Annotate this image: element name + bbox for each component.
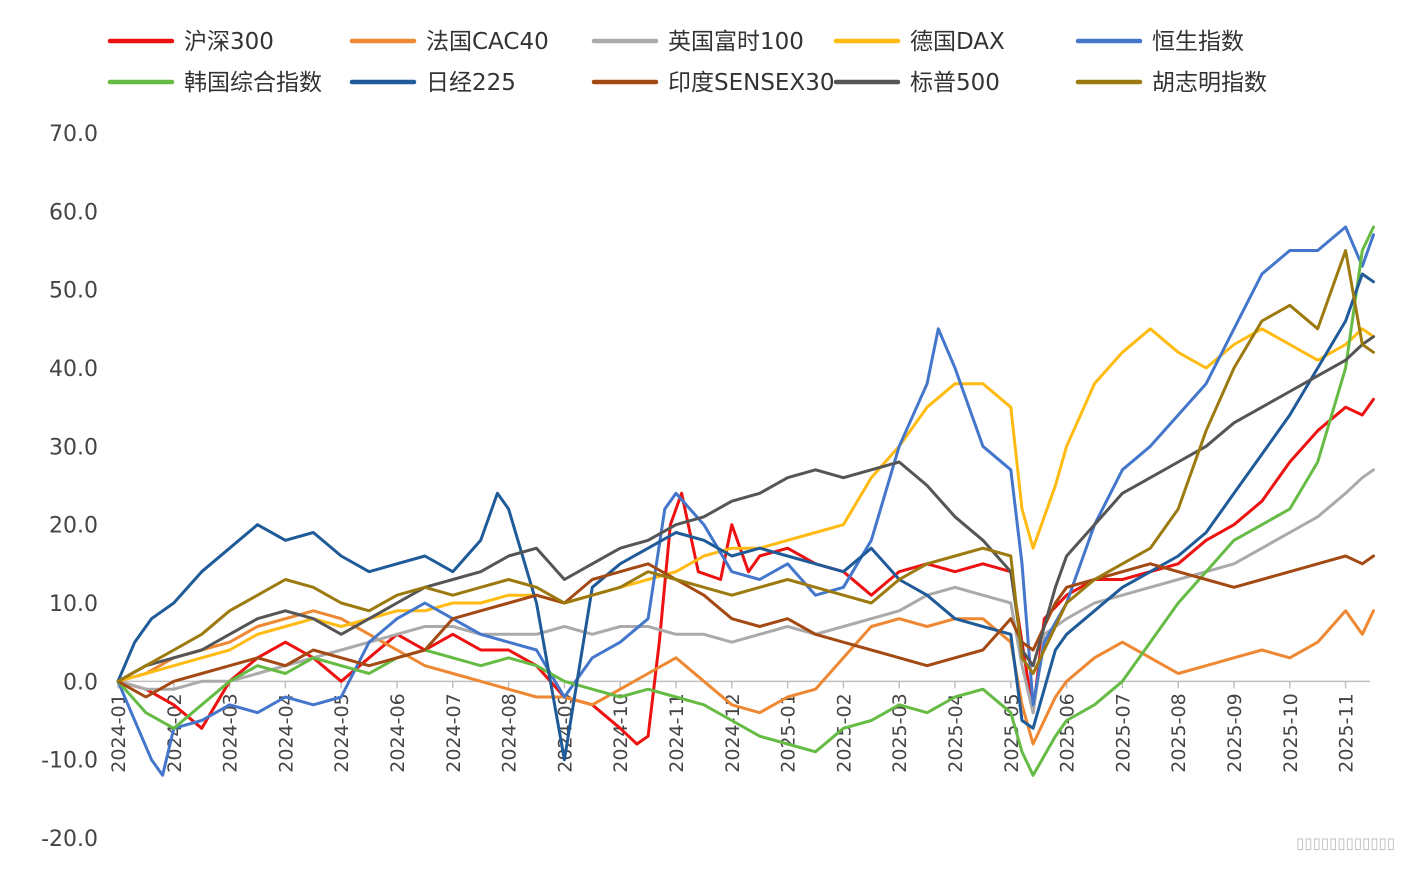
x-tick-label: 2024-12: [722, 693, 744, 772]
x-tick-label: 2025-10: [1280, 693, 1302, 772]
x-tick-label: 2025-01: [778, 693, 800, 772]
legend-item: 日经225: [349, 70, 516, 96]
legend-label: 恒生指数: [1152, 29, 1244, 55]
y-tick-label: 10.0: [49, 592, 98, 617]
legend-label: 韩国综合指数: [184, 70, 322, 96]
series-line-8: [116, 335, 1375, 683]
x-tick-label: 2024-05: [331, 693, 353, 772]
x-tick-label: 2024-10: [610, 693, 632, 772]
y-tick-label: -20.0: [41, 827, 98, 852]
x-tick-label: 2024-07: [443, 693, 465, 772]
x-tick-label: 2025-07: [1112, 693, 1134, 772]
y-tick-label: 50.0: [49, 279, 98, 304]
legend-item: 德国DAX: [833, 29, 1005, 55]
series-line-7: [116, 554, 1375, 699]
x-tick-label: 2025-09: [1224, 693, 1246, 772]
y-tick-label: 40.0: [49, 357, 98, 382]
legend-label: 标普500: [910, 70, 1000, 96]
legend-label: 日经225: [426, 70, 516, 96]
series-line-6: [116, 272, 1375, 762]
legend-item: 沪深300: [107, 29, 274, 55]
legend-item: 标普500: [833, 70, 1000, 96]
x-axis: 2024-01 2024-02 2024-03 2024-04 2024-05 2024-…: [108, 680, 1370, 773]
series-line-3: [116, 327, 1375, 683]
x-tick-label: 2024-11: [666, 693, 688, 772]
x-tick-label: 2024-08: [499, 693, 521, 772]
series-line-4: [116, 225, 1375, 777]
y-tick-label: 30.0: [49, 435, 98, 460]
legend-label: 印度SENSEX30: [668, 70, 835, 96]
legend-item: 胡志明指数: [1075, 70, 1267, 96]
x-tick-label: 2025-11: [1336, 693, 1358, 772]
legend-item: 恒生指数: [1075, 29, 1244, 55]
x-tick-label: 2024-04: [275, 693, 297, 772]
x-tick-label: 2024-06: [387, 693, 409, 772]
legend-label: 沪深300: [184, 29, 274, 55]
series-line-9: [116, 249, 1375, 683]
y-tick-label: 0.0: [63, 670, 98, 695]
legend-label: 德国DAX: [910, 29, 1005, 55]
legend-label: 英国富时100: [668, 29, 804, 55]
x-tick-label: 2024-01: [108, 693, 130, 772]
x-tick-label: 2025-04: [945, 693, 967, 772]
legend-label: 法国CAC40: [426, 29, 549, 55]
series-line-0: [116, 397, 1375, 746]
x-tick-label: 2025-02: [833, 693, 855, 772]
y-tick-label: -10.0: [41, 749, 98, 774]
watermark: ▯▯▯▯▯▯▯▯▯▯▯▯: [1296, 834, 1395, 852]
legend-item: 英国富时100: [591, 29, 804, 55]
y-tick-label: 20.0: [49, 514, 98, 539]
series-line-1: [116, 609, 1375, 746]
legend-item: 印度SENSEX30: [591, 70, 835, 96]
y-tick-label: 70.0: [49, 122, 98, 147]
legend-item: 法国CAC40: [349, 29, 549, 55]
x-tick-label: 2025-03: [889, 693, 911, 772]
y-axis: -20.0 -10.0 0.0 10.0 20.0 30.0 40.0 50.0 60.0 70.…: [41, 122, 98, 852]
x-tick-label: 2025-08: [1168, 693, 1190, 772]
y-tick-label: 60.0: [49, 200, 98, 225]
series-group: [116, 225, 1375, 777]
series-line-5: [116, 225, 1375, 777]
x-tick-label: 2025-05: [1001, 693, 1023, 772]
legend-label: 胡志明指数: [1152, 70, 1267, 96]
series-line-2: [116, 468, 1375, 715]
x-tick-label: 2025-06: [1057, 693, 1079, 772]
legend-item: 韩国综合指数: [107, 70, 322, 96]
x-tick-label: 2024-03: [220, 693, 242, 772]
